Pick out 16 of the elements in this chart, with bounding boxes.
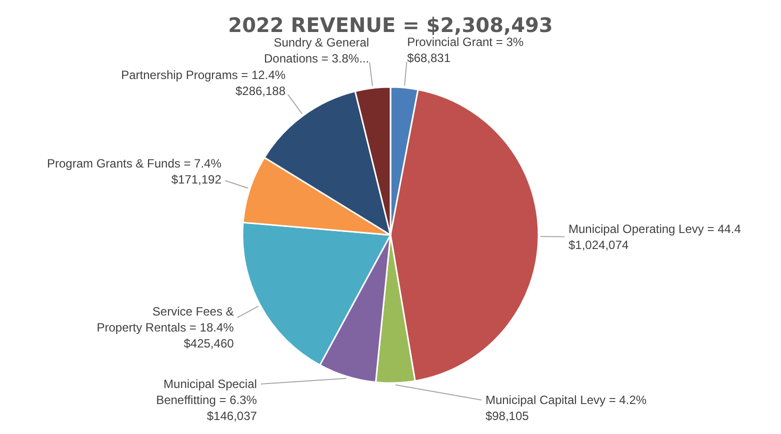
slice-label: Partnership Programs = 12.4% — [121, 68, 286, 82]
chart-title: 2022 REVENUE = $2,308,493 — [228, 12, 553, 37]
slice-label: Service Fees & Property Rentals = 18.4% — [96, 304, 234, 334]
data-label: $286,188 — [235, 84, 286, 98]
data-label: $68,831 — [407, 50, 451, 65]
data-label: $425,460 — [184, 336, 234, 350]
slice-label: Municipal Capital Levy = 4.2% — [485, 393, 647, 407]
slice-label: Program Grants & Funds = 7.4% — [46, 156, 222, 170]
slice-label: Provincial Grant = 3% — [407, 34, 524, 49]
data-label: $146,037 — [206, 409, 258, 423]
slice-label: Municipal Operating Levy = 44.4 — [568, 222, 742, 236]
data-label: $1,024,074 — [568, 238, 629, 252]
data-label: $171,192 — [171, 172, 222, 186]
slice-label: Sundry & General Donations = 3.8%... — [264, 35, 370, 66]
data-label: $98,105 — [485, 409, 530, 423]
slice-label: Municipal Special Beneffitting = 6.3% — [156, 377, 258, 407]
